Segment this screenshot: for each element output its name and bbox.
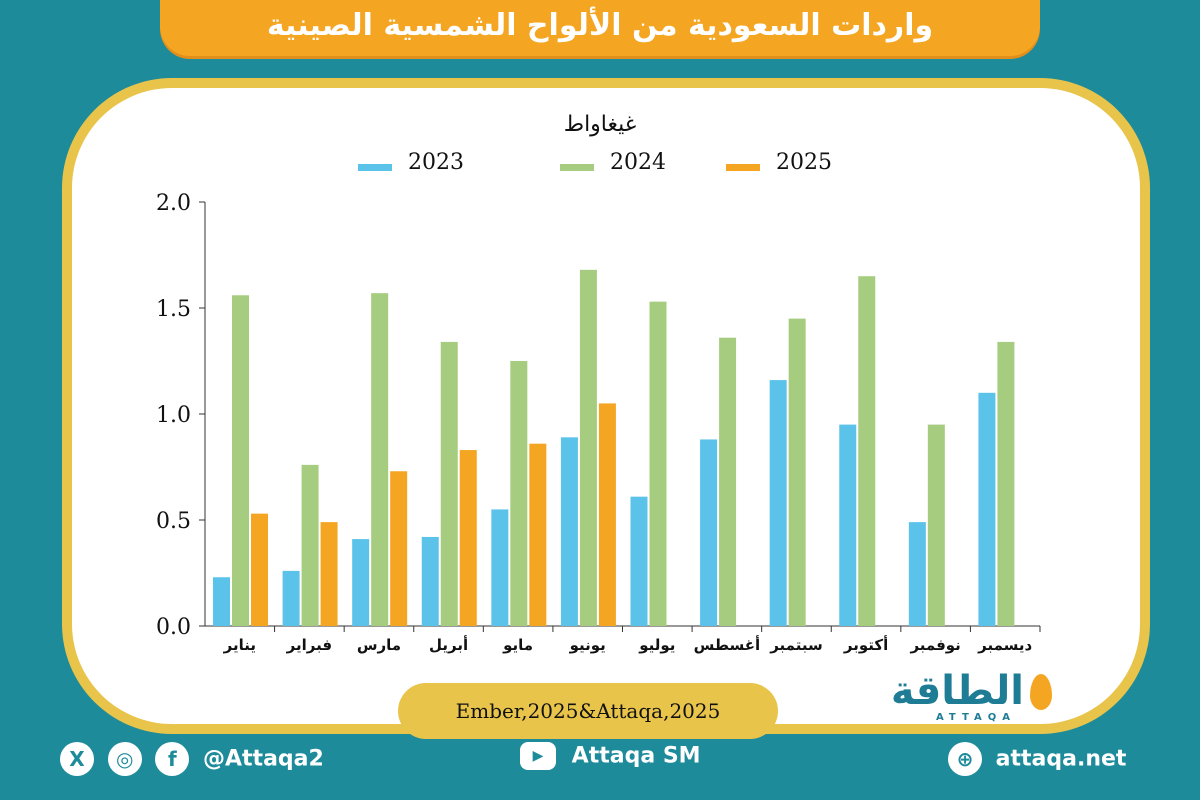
legend-swatch-2023 bbox=[358, 164, 392, 171]
bar-2024 bbox=[579, 269, 597, 626]
bar-2025 bbox=[251, 513, 268, 626]
bar-2024 bbox=[232, 295, 249, 626]
logo-subtext: ATTAQA bbox=[935, 712, 1016, 723]
bar-2023 bbox=[908, 522, 926, 626]
bar-2025 bbox=[529, 443, 547, 626]
youtube-channel[interactable]: Attaqa SM bbox=[571, 743, 701, 769]
legend-label-2024: 2024 bbox=[610, 150, 666, 175]
title-banner: واردات السعودية من الألواح الشمسية الصين… bbox=[160, 0, 1040, 56]
footer-youtube: ▶ Attaqa SM bbox=[520, 742, 701, 782]
bar-2024 bbox=[719, 337, 737, 626]
instagram-icon[interactable]: ◎ bbox=[107, 742, 142, 776]
x-tick-label: يوليو bbox=[638, 636, 675, 654]
facebook-icon[interactable]: f bbox=[155, 742, 190, 776]
x-tick-label: نوفمبر bbox=[909, 636, 960, 654]
x-tick-label: أبريل bbox=[429, 635, 468, 654]
footer-social: X ◎ f @Attaqa2 bbox=[60, 742, 324, 782]
social-handle[interactable]: @Attaqa2 bbox=[203, 746, 324, 772]
bar-2023 bbox=[839, 424, 857, 626]
legend-swatch-2025 bbox=[726, 164, 760, 171]
bar-2023 bbox=[769, 380, 787, 626]
chart-title: واردات السعودية من الألواح الشمسية الصين… bbox=[266, 8, 934, 43]
x-icon[interactable]: X bbox=[60, 742, 94, 776]
bar-2024 bbox=[440, 341, 458, 626]
x-tick-label: يناير bbox=[223, 636, 256, 654]
bar-2024 bbox=[371, 293, 389, 626]
bar-2024 bbox=[649, 301, 667, 626]
x-tick-label: ديسمبر bbox=[977, 636, 1032, 654]
unit-label: غيغاواط bbox=[563, 112, 637, 137]
website-link[interactable]: attaqa.net bbox=[995, 746, 1127, 772]
x-tick-label: يونيو bbox=[569, 636, 606, 654]
x-tick-label: مايو bbox=[502, 636, 533, 654]
bar-2023 bbox=[978, 392, 996, 626]
bar-2023 bbox=[421, 536, 439, 626]
bar-2025 bbox=[598, 403, 616, 626]
y-tick-label: 0.5 bbox=[156, 509, 191, 534]
drop-icon bbox=[1030, 674, 1052, 710]
bar-2024 bbox=[927, 424, 945, 626]
bar-2024 bbox=[301, 464, 319, 626]
source-pill: Ember,2025&Attaqa,2025 bbox=[398, 683, 778, 739]
bar-2025 bbox=[459, 450, 477, 626]
legend-label-2023: 2023 bbox=[408, 150, 464, 175]
bar-2023 bbox=[352, 539, 370, 626]
footer-website: ⊕ attaqa.net bbox=[948, 742, 1126, 782]
legend-label-2025: 2025 bbox=[776, 150, 832, 175]
x-tick-label: مارس bbox=[357, 636, 401, 654]
y-tick-label: 1.5 bbox=[156, 297, 191, 322]
bar-2024 bbox=[510, 361, 528, 626]
youtube-icon[interactable]: ▶ bbox=[520, 742, 556, 770]
source-text: Ember,2025&Attaqa,2025 bbox=[455, 699, 721, 723]
bar-2023 bbox=[491, 509, 509, 626]
y-tick-label: 0.0 bbox=[156, 615, 191, 640]
x-tick-label: أكتوبر bbox=[843, 635, 888, 654]
attaqa-logo: الطاقة ATTAQA bbox=[862, 668, 1052, 724]
bar-2025 bbox=[320, 522, 338, 626]
bar-2025 bbox=[390, 471, 408, 626]
bar-2024 bbox=[788, 318, 806, 626]
globe-icon[interactable]: ⊕ bbox=[948, 742, 982, 776]
x-tick-label: أغسطس bbox=[694, 635, 760, 654]
y-tick-label: 2.0 bbox=[156, 191, 191, 216]
bar-2023 bbox=[213, 577, 230, 626]
x-tick-label: فبراير bbox=[286, 636, 332, 654]
bar-2023 bbox=[560, 437, 578, 626]
bar-2023 bbox=[700, 439, 718, 626]
bar-2024 bbox=[997, 341, 1015, 626]
legend-swatch-2024 bbox=[560, 164, 594, 171]
x-tick-label: سبتمبر bbox=[769, 636, 823, 654]
bar-2023 bbox=[282, 570, 300, 626]
bar-2023 bbox=[630, 496, 648, 626]
logo-text: الطاقة bbox=[890, 668, 1024, 714]
y-tick-label: 1.0 bbox=[156, 403, 191, 428]
bar-2024 bbox=[858, 276, 876, 626]
